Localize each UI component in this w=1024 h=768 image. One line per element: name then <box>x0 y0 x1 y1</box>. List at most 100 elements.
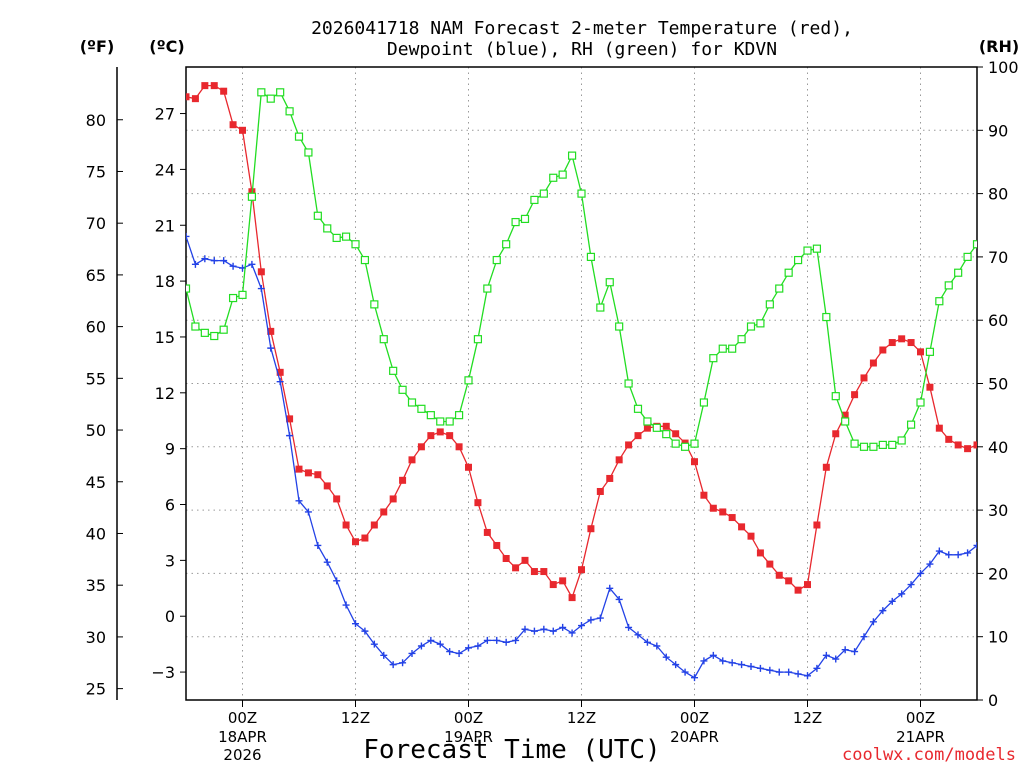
temperature-point-15 <box>323 482 331 490</box>
rh-point-8 <box>257 88 266 97</box>
dewpoint-point-50 <box>653 642 661 650</box>
rh-point-69 <box>831 392 840 401</box>
temperature-point-22 <box>389 495 397 503</box>
dewpoint-point-24 <box>408 649 416 657</box>
rh-point-2 <box>200 328 209 337</box>
rh-point-34 <box>502 240 511 249</box>
rh-point-49 <box>643 417 652 426</box>
rh-tick-label-5: 50 <box>988 375 1008 394</box>
dewpoint-point-72 <box>860 633 868 641</box>
temperature-point-62 <box>766 560 774 568</box>
rh-point-36 <box>520 214 530 224</box>
temperature-point-36 <box>521 556 529 564</box>
dewpoint-point-0 <box>186 232 190 240</box>
celsius-tick-label-8: 21 <box>155 216 175 235</box>
rh-point-48 <box>633 404 643 413</box>
temperature-point-44 <box>596 487 604 495</box>
temperature-point-72 <box>860 374 868 382</box>
rh-point-7 <box>247 192 257 201</box>
rh-point-1 <box>191 322 200 331</box>
rh-point-12 <box>294 132 304 141</box>
dewpoint-point-47 <box>625 623 633 631</box>
dewpoint-point-52 <box>672 661 680 669</box>
rh-point-64 <box>784 268 793 277</box>
dewpoint-point-8 <box>257 285 265 293</box>
temperature-point-16 <box>333 495 341 503</box>
rh-point-47 <box>624 379 633 388</box>
temperature-point-34 <box>502 555 510 563</box>
rh-point-70 <box>841 417 850 426</box>
temperature-point-20 <box>370 521 378 529</box>
temperature-point-83 <box>964 445 972 453</box>
rh-point-65 <box>793 255 803 265</box>
temperature-point-9 <box>267 327 275 335</box>
dewpoint-point-44 <box>596 614 604 622</box>
celsius-unit-label: (ºC) <box>149 37 184 56</box>
rh-point-15 <box>323 224 332 233</box>
fahrenheit-tick-label-2: 35 <box>86 576 106 595</box>
celsius-tick-label-6: 15 <box>155 328 175 347</box>
chart-title-line1: 2026041718 NAM Forecast 2-meter Temperat… <box>311 18 853 39</box>
temperature-point-10 <box>276 368 284 376</box>
dewpoint-point-35 <box>512 636 520 644</box>
celsius-tick-label-7: 18 <box>155 272 175 291</box>
temperature-point-84 <box>973 441 977 449</box>
fahrenheit-tick-label-10: 75 <box>86 162 106 181</box>
temperature-point-21 <box>380 508 388 516</box>
dewpoint-point-39 <box>549 627 557 635</box>
dewpoint-point-14 <box>314 541 322 549</box>
temperature-point-0 <box>186 93 190 101</box>
temperature-point-33 <box>493 541 501 549</box>
dewpoint-point-10 <box>276 378 284 386</box>
temperature-point-74 <box>879 346 887 354</box>
temperature-point-57 <box>719 508 727 516</box>
watermark: coolwx.com/models <box>842 745 1016 765</box>
celsius-tick-label-5: 12 <box>155 384 175 403</box>
rh-point-67 <box>812 244 822 253</box>
dewpoint-point-37 <box>530 627 538 635</box>
rh-point-4 <box>219 325 228 334</box>
rh-point-62 <box>765 300 774 309</box>
fahrenheit-tick-label-1: 30 <box>86 628 106 647</box>
rh-point-81 <box>944 281 953 290</box>
dewpoint-point-23 <box>399 659 407 667</box>
temperature-point-30 <box>465 463 472 471</box>
temperature-point-56 <box>709 504 717 512</box>
temperature-point-41 <box>568 594 576 602</box>
rh-tick-label-1: 10 <box>988 628 1008 647</box>
dewpoint-point-21 <box>380 651 388 659</box>
dewpoint-point-58 <box>728 659 736 667</box>
x-tick-label-1: 12Z <box>341 709 370 727</box>
temperature-point-1 <box>191 95 199 103</box>
dewpoint-point-49 <box>643 638 651 646</box>
fahrenheit-unit-label: (ºF) <box>80 37 115 56</box>
rh-point-77 <box>906 420 916 429</box>
celsius-tick-label-1: 0 <box>165 607 175 626</box>
rh-point-6 <box>238 290 247 299</box>
rh-point-68 <box>822 312 831 322</box>
rh-point-11 <box>285 107 294 116</box>
rh-point-14 <box>313 211 322 220</box>
dewpoint-point-28 <box>446 648 454 656</box>
x-year-label-0: 2026 <box>223 746 261 764</box>
dewpoint-point-34 <box>502 638 510 646</box>
dewpoint-point-78 <box>917 569 924 577</box>
dewpoint-point-84 <box>973 541 977 549</box>
temperature-point-17 <box>342 521 350 529</box>
celsius-tick-label-2: 3 <box>165 551 175 570</box>
rh-point-24 <box>407 398 417 407</box>
temperature-point-32 <box>483 528 491 536</box>
rh-point-50 <box>652 423 661 432</box>
dewpoint-point-33 <box>493 636 501 644</box>
temperature-point-51 <box>662 422 670 430</box>
rh-point-85 <box>983 203 990 210</box>
rh-point-76 <box>897 436 906 445</box>
rh-point-32 <box>483 284 492 293</box>
rh-point-75 <box>888 440 897 450</box>
rh-point-10 <box>276 88 285 97</box>
temperature-point-70 <box>841 411 849 419</box>
rh-point-35 <box>511 217 520 227</box>
temperature-point-80 <box>935 424 943 432</box>
data-series <box>186 82 990 682</box>
x-date-label-4: 20APR <box>670 728 719 746</box>
